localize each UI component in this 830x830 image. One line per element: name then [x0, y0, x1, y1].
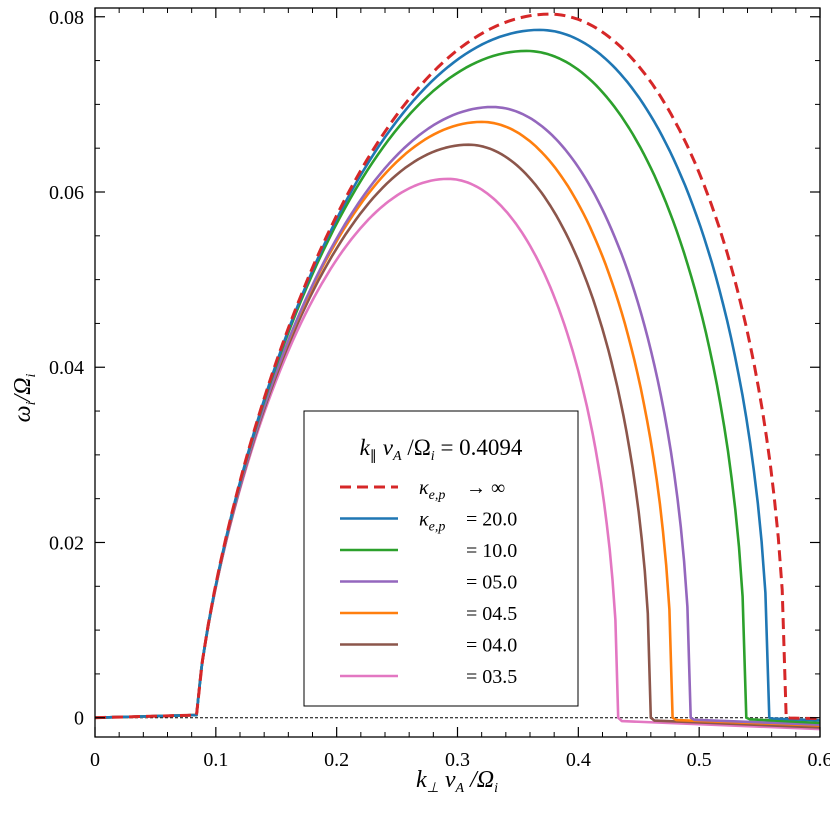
- x-tick-label: 0.5: [687, 749, 712, 771]
- legend-value: = 05.0: [466, 572, 517, 594]
- y-axis-title: ωi/Ωi: [10, 374, 39, 423]
- x-tick-label: 0.3: [445, 749, 470, 771]
- legend: k∥ vA /Ωi = 0.4094 κe,p → ∞ κe,p = 20.0 = 10.…: [303, 410, 579, 707]
- series-line: [95, 105, 820, 726]
- x-tick-label: 0: [90, 749, 100, 771]
- x-tick-label: 0.2: [324, 749, 349, 771]
- x-tick-label: 0.6: [808, 749, 830, 771]
- legend-value: = 20.0: [466, 509, 517, 531]
- legend-value: = 03.5: [466, 666, 517, 688]
- legend-title: k∥ vA /Ωi = 0.4094: [360, 435, 523, 464]
- legend-value: → ∞: [466, 477, 505, 499]
- x-tick-label: 0.4: [566, 749, 591, 771]
- legend-value: = 04.0: [466, 635, 517, 657]
- series-line: [95, 177, 820, 731]
- legend-symbol: κe,p: [419, 477, 445, 503]
- legend-box: [303, 410, 579, 707]
- y-tick-label: 0.06: [49, 182, 84, 204]
- series-line: [95, 12, 820, 721]
- plot-frame: [94, 7, 821, 738]
- x-axis-title: k⊥ vA /Ωi: [416, 767, 498, 796]
- axis-ticks: 0 0.1 0.2 0.3 0.4 0.5 0.6 0 0.02 0.04 0.06 0.08: [49, 7, 830, 771]
- y-tick-label: 0: [74, 708, 84, 730]
- legend-symbol: κe,p: [419, 509, 445, 535]
- y-tick-label: 0.02: [49, 532, 84, 554]
- y-tick-label: 0.04: [49, 357, 84, 379]
- legend-value: = 04.5: [466, 603, 517, 625]
- legend-items: κe,p → ∞ κe,p = 20.0 = 10.0 = 05.0 = 04.5 = 04.…: [340, 477, 517, 688]
- legend-value: = 10.0: [466, 540, 517, 562]
- y-tick-label: 0.08: [49, 7, 84, 29]
- series-curves: [95, 12, 820, 731]
- x-tick-label: 0.1: [203, 749, 228, 771]
